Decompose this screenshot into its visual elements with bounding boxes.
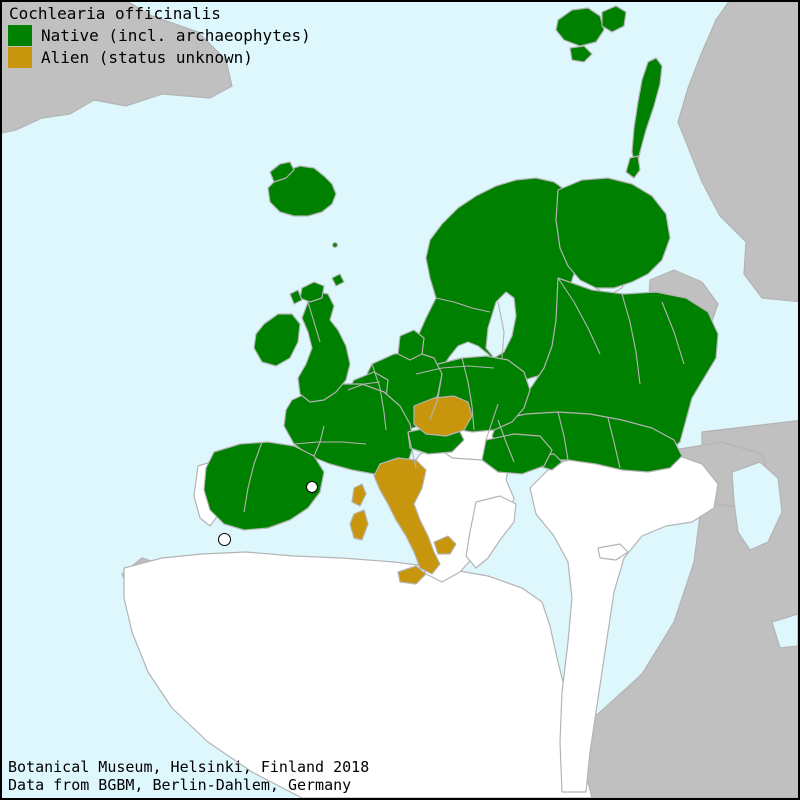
region-russia-north [555,177,671,289]
region-ireland [253,313,301,367]
region-italy-heel [433,535,457,555]
region-sicily [397,565,427,585]
region-romania [481,433,553,475]
region-corsica [351,483,367,507]
attribution-line-source: Data from BGBM, Berlin-Dahlem, Germany [8,775,352,794]
region-svalbard [555,7,605,47]
water-caspian-sea [731,461,783,551]
region-novaya-zemlya-south [625,155,641,179]
map-legend: Cochlearia officinalis Native (incl. arc… [8,4,311,69]
region-faroe-islands [332,242,339,249]
landmass-asia-east [677,2,798,303]
region-great-britain [297,291,351,403]
region-czech-republic [413,395,473,437]
region-svalbard-east [601,5,627,33]
region-italy [373,457,441,575]
occurrence-point-catalonia [306,481,318,493]
region-iceland-nw-peninsula [269,161,295,183]
landmass-north-africa [123,551,593,798]
legend-label-alien: Alien (status unknown) [41,47,253,67]
species-title: Cochlearia officinalis [9,4,221,23]
occurrence-point-gibraltar [217,532,231,546]
region-orkney-shetland [331,273,345,287]
legend-item-alien: Alien (status unknown) [8,47,311,68]
region-denmark-jutland [397,329,425,361]
legend-swatch-native [8,25,32,46]
landmass-greece [465,495,517,569]
landmass-turkey-levant [529,451,719,793]
attribution-line-publisher: Botanical Museum, Helsinki, Finland 2018 [8,758,370,777]
legend-item-native: Native (incl. archaeophytes) [8,25,311,46]
country-border-lines [243,277,685,513]
region-hebrides [289,289,303,305]
region-novaya-zemlya [631,57,663,171]
water-gulf-of-bothnia [485,291,517,359]
map-attribution: Botanical Museum, Helsinki, Finland 2018… [8,758,370,794]
landmass-cyprus [597,543,629,561]
legend-swatch-alien [8,47,32,68]
region-iberia [203,441,325,531]
legend-label-native: Native (incl. archaeophytes) [41,25,311,45]
landmass-greenland [2,2,233,134]
region-svalbard-south [569,45,593,63]
region-sardinia [349,509,369,541]
water-persian-gulf [771,613,798,649]
